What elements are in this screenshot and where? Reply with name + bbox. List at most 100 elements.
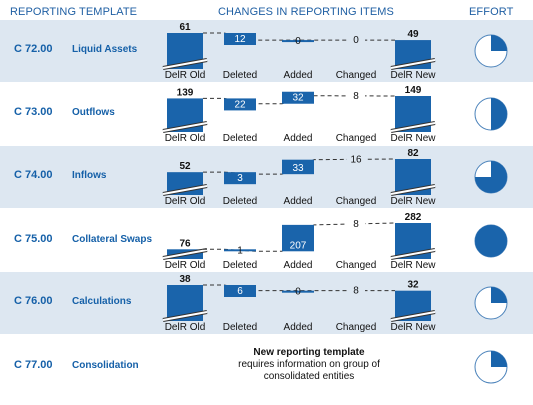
value-delr-old: 38 xyxy=(179,274,191,285)
step-label: Changed xyxy=(335,70,377,81)
template-name: Inflows xyxy=(72,170,107,181)
value-delr-old: 139 xyxy=(177,87,194,98)
value-changed: 8 xyxy=(353,286,359,297)
template-row: C 75.00 Collateral Swaps DelR Old Deleted Ad… xyxy=(0,210,533,272)
template-name: Collateral Swaps xyxy=(72,234,153,245)
note-rest: requires information on group of consoli… xyxy=(238,359,380,382)
template-name: Consolidation xyxy=(72,360,139,371)
value-added: 33 xyxy=(292,163,304,174)
value-deleted: 12 xyxy=(234,34,246,45)
value-delr-old: 61 xyxy=(179,22,191,33)
bar-added xyxy=(282,40,314,43)
header-reporting-template: REPORTING TEMPLATE xyxy=(10,6,138,18)
step-label: DelR Old xyxy=(164,196,206,207)
waterfall-chart: 61 49 12 0 0 xyxy=(162,22,508,70)
bar-deleted xyxy=(224,172,256,185)
step-label: Changed xyxy=(335,133,377,144)
step-label: Added xyxy=(283,196,313,207)
step-label: Added xyxy=(283,260,313,271)
note-bold: New reporting template xyxy=(253,347,365,358)
effort-pie-fill xyxy=(475,225,507,257)
step-label: DelR New xyxy=(390,322,436,333)
new-template-note: New reporting template requires informat… xyxy=(234,347,384,383)
effort-pie-fill xyxy=(491,351,507,367)
value-deleted: 22 xyxy=(234,99,246,110)
step-label: Changed xyxy=(335,196,377,207)
template-code: C 72.00 xyxy=(14,43,53,55)
step-label: Added xyxy=(283,133,313,144)
value-delr-new: 82 xyxy=(407,148,419,159)
connector-line xyxy=(203,284,395,292)
waterfall-chart: 38 32 6 0 8 xyxy=(162,274,508,322)
step-label: DelR Old xyxy=(164,70,206,81)
connector-line xyxy=(203,222,396,252)
template-code: C 74.00 xyxy=(14,169,53,181)
template-row: C 73.00 Outflows DelR Old Deleted Added Chang… xyxy=(0,83,533,145)
value-delr-old: 52 xyxy=(179,161,191,172)
value-changed: 0 xyxy=(353,35,359,46)
value-changed: 8 xyxy=(353,91,359,102)
template-name: Calculations xyxy=(72,296,132,307)
waterfall-chart xyxy=(474,350,508,384)
value-changed: 16 xyxy=(350,154,362,165)
template-name: Outflows xyxy=(72,107,115,118)
value-delr-new: 32 xyxy=(407,280,419,291)
step-label: Added xyxy=(283,70,313,81)
step-label: DelR New xyxy=(390,196,436,207)
step-label: Added xyxy=(283,322,313,333)
step-label: Changed xyxy=(335,260,377,271)
step-label: Changed xyxy=(335,322,377,333)
template-code: C 75.00 xyxy=(14,233,53,245)
waterfall-chart: 139 149 22 32 8 xyxy=(162,85,508,133)
template-code: C 76.00 xyxy=(14,295,53,307)
connector-line xyxy=(203,95,396,105)
value-changed: 8 xyxy=(353,219,359,230)
template-code: C 77.00 xyxy=(14,359,53,371)
value-added: 32 xyxy=(292,93,304,104)
connector-line xyxy=(203,158,396,175)
effort-pie-fill xyxy=(491,98,507,130)
step-label: DelR New xyxy=(390,70,436,81)
value-delr-new: 149 xyxy=(405,85,422,96)
step-label: DelR Old xyxy=(164,133,206,144)
step-label: DelR New xyxy=(390,133,436,144)
value-deleted: 6 xyxy=(237,286,243,297)
value-added: 207 xyxy=(290,240,307,251)
bar-added xyxy=(282,91,314,104)
step-label: DelR Old xyxy=(164,322,206,333)
bar-deleted xyxy=(224,33,256,45)
step-label: DelR New xyxy=(390,260,436,271)
value-delr-new: 49 xyxy=(407,29,419,40)
bar-added xyxy=(282,290,314,293)
step-label: Deleted xyxy=(222,133,258,144)
step-label: Deleted xyxy=(222,322,258,333)
waterfall-chart: 76 282 1 207 8 xyxy=(162,212,508,260)
header-changes: CHANGES IN REPORTING ITEMS xyxy=(218,6,394,18)
template-row: C 74.00 Inflows DelR Old Deleted Added Change… xyxy=(0,146,533,208)
template-row: C 76.00 Calculations DelR Old Deleted Added C… xyxy=(0,272,533,334)
value-deleted: 3 xyxy=(237,173,243,184)
template-code: C 73.00 xyxy=(14,106,53,118)
template-name: Liquid Assets xyxy=(72,44,138,55)
bar-added xyxy=(282,224,314,252)
bar-deleted xyxy=(224,285,256,297)
template-row: C 72.00 Liquid Assets DelR Old Deleted Added… xyxy=(0,20,533,82)
connector-line xyxy=(203,32,395,41)
step-label: Deleted xyxy=(222,196,258,207)
step-label: Deleted xyxy=(222,260,258,271)
header-effort: EFFORT xyxy=(469,6,514,18)
effort-pie-fill xyxy=(491,35,507,51)
value-delr-new: 282 xyxy=(405,212,422,223)
step-label: DelR Old xyxy=(164,260,206,271)
effort-pie-fill xyxy=(475,161,507,193)
step-label: Deleted xyxy=(222,70,258,81)
bar-deleted xyxy=(224,98,256,111)
value-added: 0 xyxy=(295,287,301,298)
bar-added xyxy=(282,159,314,175)
value-added: 0 xyxy=(295,36,301,47)
value-delr-old: 76 xyxy=(179,238,191,249)
template-row: C 77.00 Consolidation New reporting templa… xyxy=(0,336,533,398)
value-deleted: 1 xyxy=(237,245,243,256)
